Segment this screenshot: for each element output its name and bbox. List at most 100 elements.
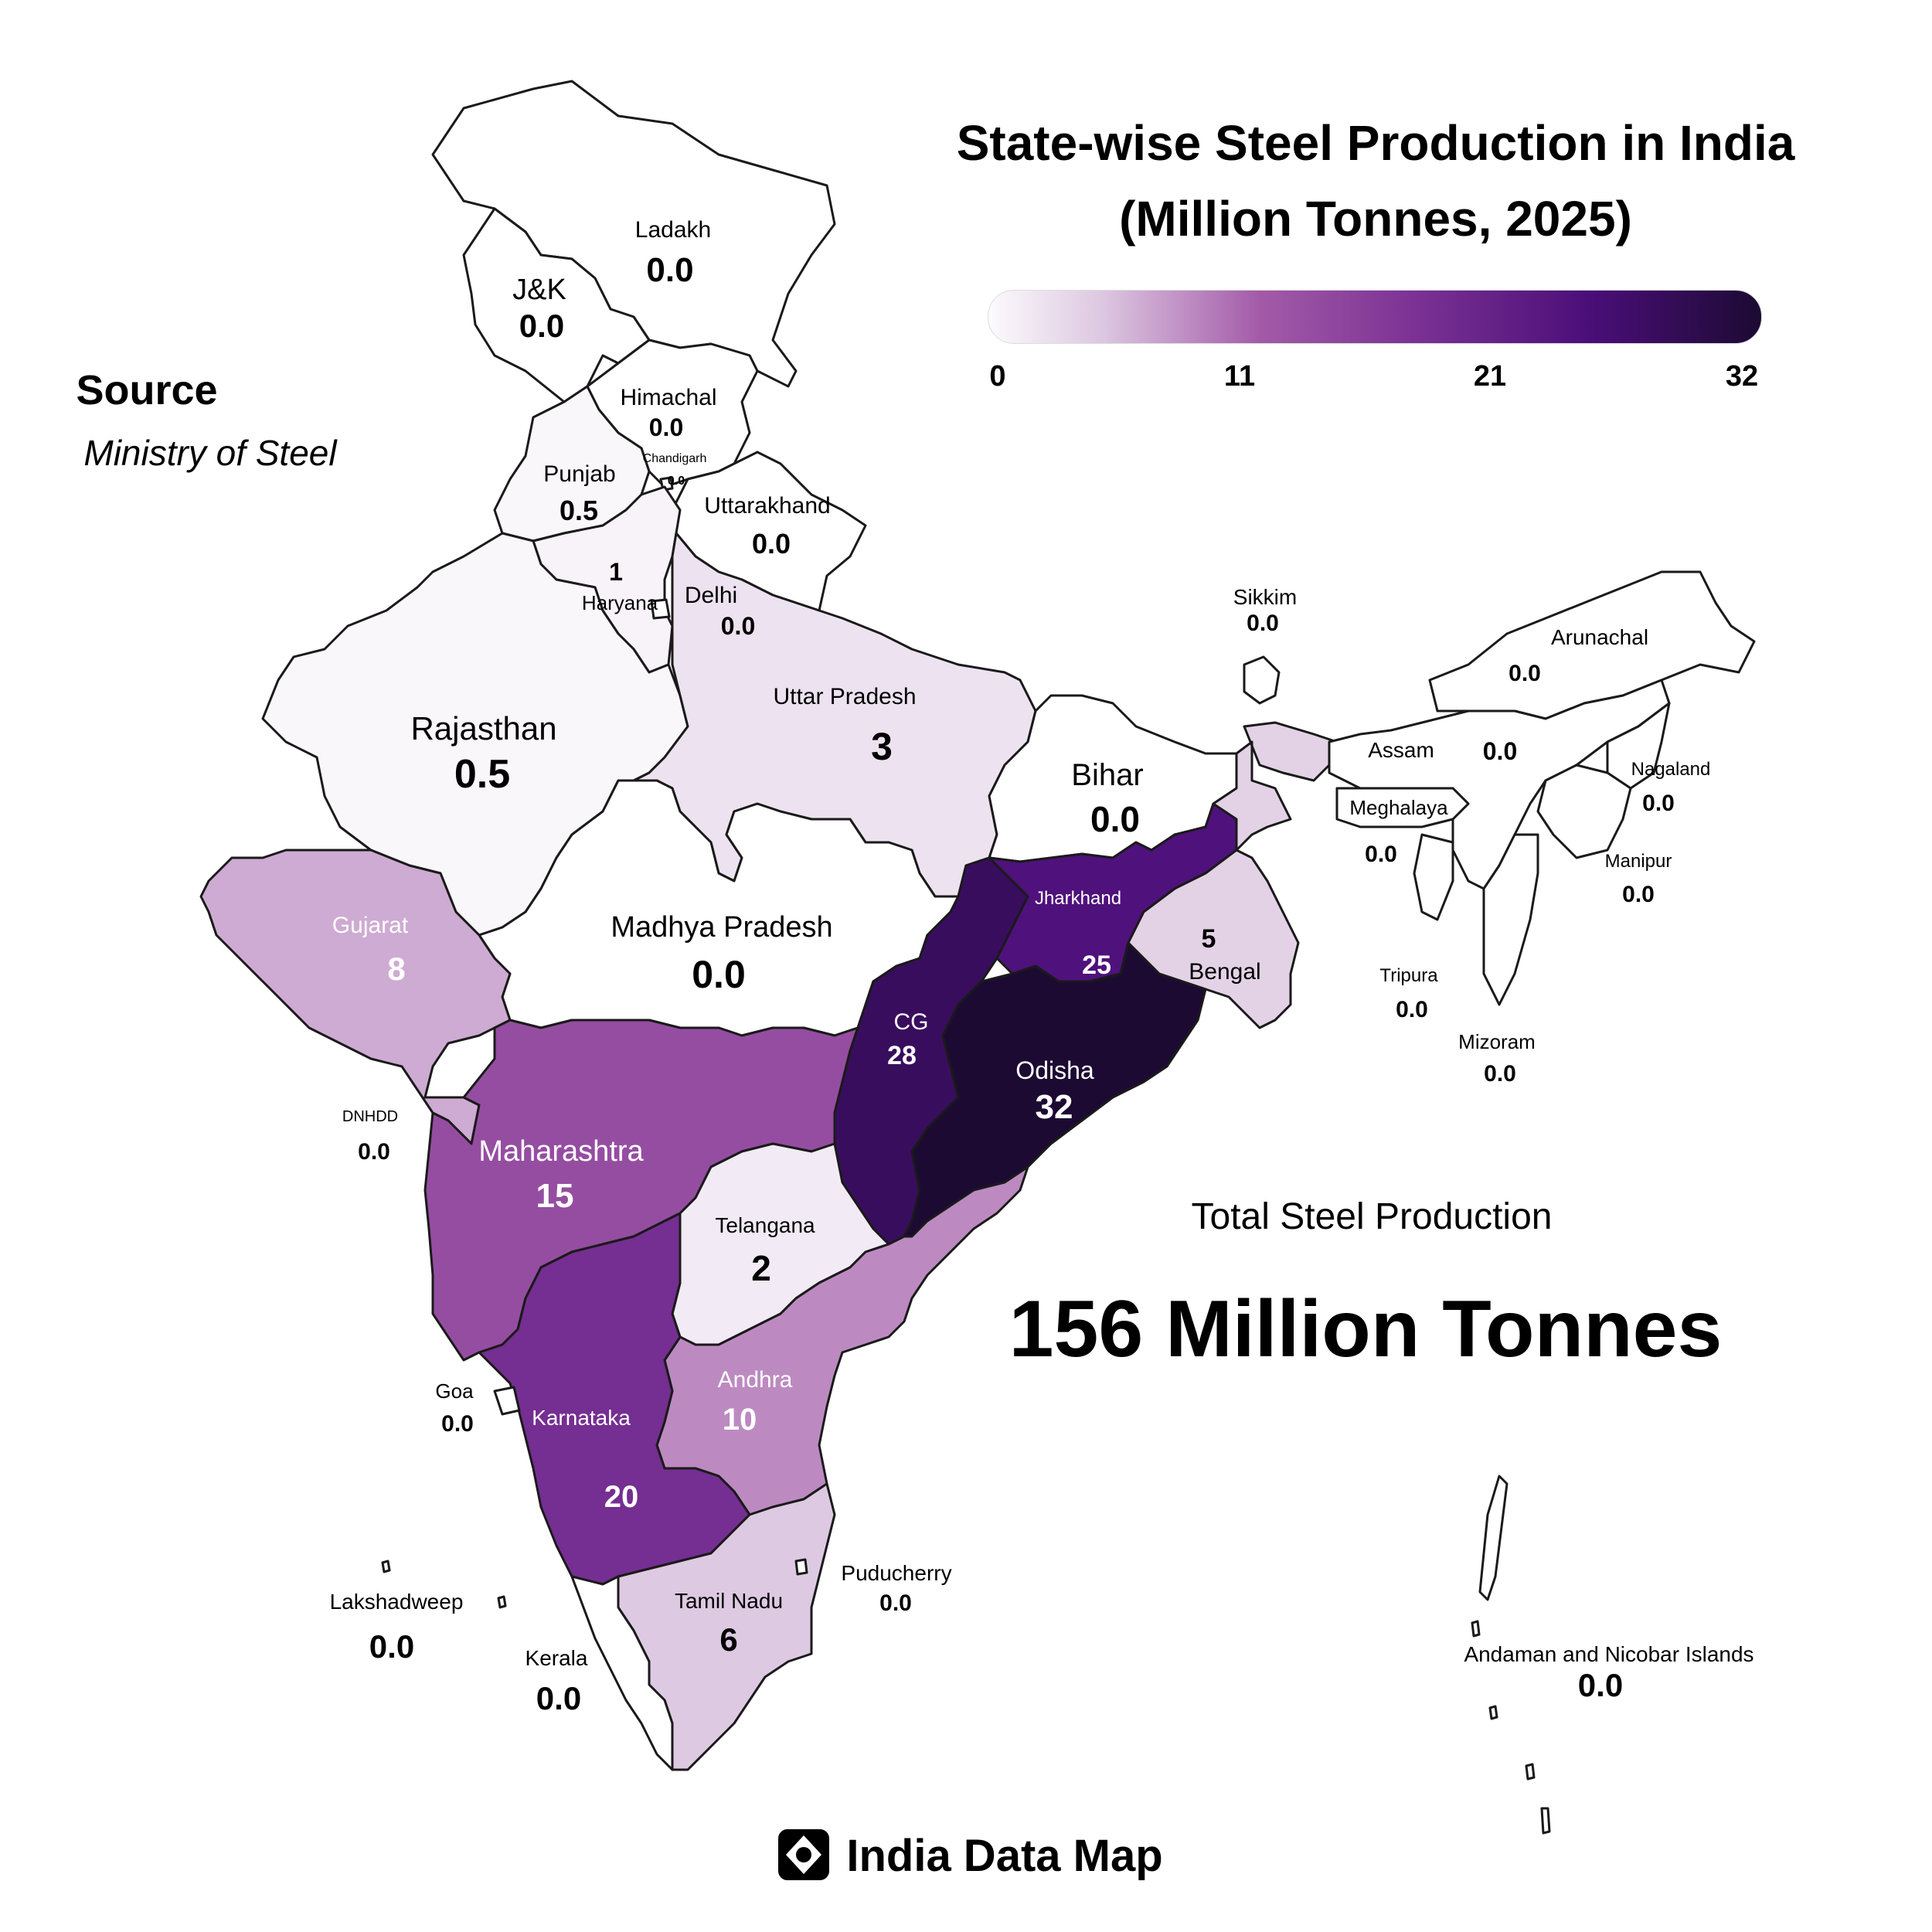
region-name-gujarat: Gujarat <box>332 913 409 938</box>
region-name-tamil-nadu: Tamil Nadu <box>674 1589 784 1613</box>
region-name-sikkim: Sikkim <box>1233 585 1298 609</box>
legend-tick-min: 0 <box>989 360 1006 393</box>
region-name-jk: J&K <box>512 274 566 306</box>
region-value-kerala: 0.0 <box>536 1680 582 1716</box>
legend-color-bar <box>988 290 1762 344</box>
region-puducherry <box>794 1558 808 1576</box>
region-name-puducherry: Puducherry <box>841 1561 952 1585</box>
region-value-madhya-pradesh: 0.0 <box>692 953 746 996</box>
region-value-nagaland: 0.0 <box>1642 791 1675 816</box>
region-andaman <box>1471 1475 1551 1835</box>
brand-logo-icon <box>778 1829 829 1880</box>
region-value-manipur: 0.0 <box>1622 882 1655 907</box>
legend-tick-max: 32 <box>1725 360 1759 393</box>
region-sikkim <box>1243 655 1281 705</box>
region-value-bihar: 0.0 <box>1090 799 1140 839</box>
region-value-rajasthan: 0.5 <box>454 752 511 797</box>
region-value-andhra: 10 <box>722 1403 757 1437</box>
region-name-chandigarh: Chandigarh <box>642 452 707 465</box>
region-name-karnataka: Karnataka <box>532 1406 631 1430</box>
region-name-maharashtra: Maharashtra <box>478 1135 644 1168</box>
source-value: Ministry of Steel <box>83 433 337 473</box>
region-name-dnhdd: DNHDD <box>342 1108 399 1125</box>
region-kerala <box>570 1575 674 1771</box>
region-value-assam: 0.0 <box>1482 737 1518 765</box>
region-name-uttar-pradesh: Uttar Pradesh <box>773 684 917 709</box>
region-delhi <box>650 598 671 620</box>
region-value-odisha: 32 <box>1035 1088 1073 1126</box>
region-value-haryana: 1 <box>609 558 623 586</box>
region-lakshadweep <box>381 1560 507 1609</box>
region-value-karnataka: 20 <box>604 1480 639 1514</box>
source-heading: Source <box>76 367 218 413</box>
region-value-telangana: 2 <box>751 1248 771 1288</box>
region-tripura <box>1413 833 1454 921</box>
region-value-arunachal: 0.0 <box>1509 661 1541 686</box>
region-name-odisha: Odisha <box>1015 1056 1094 1084</box>
region-name-manipur: Manipur <box>1604 851 1672 872</box>
region-value-andaman: 0.0 <box>1577 1667 1624 1703</box>
region-name-mizoram: Mizoram <box>1458 1030 1536 1053</box>
region-value-puducherry: 0.0 <box>879 1590 912 1616</box>
total-value: 156 Million Tonnes <box>1009 1284 1723 1374</box>
region-gujarat <box>199 849 512 1145</box>
region-name-andhra: Andhra <box>717 1367 793 1393</box>
region-value-goa: 0.0 <box>441 1411 474 1437</box>
region-name-nagaland: Nagaland <box>1631 759 1711 780</box>
region-name-punjab: Punjab <box>543 461 616 487</box>
region-name-madhya-pradesh: Madhya Pradesh <box>611 911 833 944</box>
region-name-ladakh: Ladakh <box>634 217 712 243</box>
region-value-meghalaya: 0.0 <box>1365 842 1397 867</box>
region-name-uttarakhand: Uttarakhand <box>704 493 831 519</box>
legend-tick-1: 11 <box>1223 360 1256 393</box>
region-value-tamil-nadu: 6 <box>719 1621 738 1658</box>
region-value-cg: 28 <box>887 1041 917 1070</box>
region-name-telangana: Telangana <box>715 1213 815 1237</box>
region-name-tripura: Tripura <box>1379 965 1438 986</box>
region-value-jharkhand: 25 <box>1082 951 1111 980</box>
region-mizoram <box>1482 833 1539 1006</box>
region-name-bihar: Bihar <box>1071 758 1144 792</box>
region-meghalaya <box>1335 787 1470 828</box>
region-name-andaman: Andaman and Nicobar Islands <box>1464 1642 1754 1666</box>
region-name-delhi: Delhi <box>684 583 738 608</box>
region-value-chandigarh: 0.0 <box>667 474 685 488</box>
region-name-bengal: Bengal <box>1189 959 1261 985</box>
region-value-himachal: 0.0 <box>648 413 684 441</box>
legend-tick-2: 21 <box>1473 360 1507 393</box>
chart-title-line2: (Million Tonnes, 2025) <box>1119 191 1632 247</box>
region-value-dnhdd: 0.0 <box>358 1139 390 1165</box>
region-goa <box>493 1386 521 1416</box>
region-name-assam: Assam <box>1368 738 1434 762</box>
region-value-ladakh: 0.0 <box>646 251 694 289</box>
region-name-lakshadweep: Lakshadweep <box>329 1590 464 1614</box>
region-name-meghalaya: Meghalaya <box>1349 796 1448 819</box>
region-name-goa: Goa <box>435 1379 474 1403</box>
region-name-himachal: Himachal <box>620 385 717 410</box>
region-value-bengal: 5 <box>1201 924 1216 954</box>
region-value-gujarat: 8 <box>387 951 406 987</box>
region-value-jk: 0.0 <box>519 308 565 344</box>
region-manipur <box>1536 764 1632 859</box>
region-name-rajasthan: Rajasthan <box>410 710 557 747</box>
region-name-cg: CG <box>893 1009 929 1035</box>
region-value-sikkim: 0.0 <box>1247 611 1279 636</box>
region-name-kerala: Kerala <box>525 1646 588 1670</box>
total-label: Total Steel Production <box>1191 1196 1553 1237</box>
region-value-delhi: 0.0 <box>720 612 756 640</box>
region-odisha <box>903 941 1207 1238</box>
region-value-maharashtra: 15 <box>536 1177 574 1215</box>
region-name-arunachal: Arunachal <box>1550 625 1649 649</box>
region-value-uttarakhand: 0.0 <box>751 528 791 560</box>
region-value-lakshadweep: 0.0 <box>369 1628 415 1665</box>
region-value-mizoram: 0.0 <box>1484 1061 1516 1087</box>
region-name-haryana: Haryana <box>581 591 658 614</box>
region-value-tripura: 0.0 <box>1396 997 1428 1022</box>
region-value-punjab: 0.5 <box>559 495 599 526</box>
chart-title-line1: State-wise Steel Production in India <box>956 115 1795 171</box>
region-value-uttar-pradesh: 3 <box>871 725 893 768</box>
region-karnataka <box>478 1212 751 1586</box>
region-name-jharkhand: Jharkhand <box>1034 888 1122 909</box>
